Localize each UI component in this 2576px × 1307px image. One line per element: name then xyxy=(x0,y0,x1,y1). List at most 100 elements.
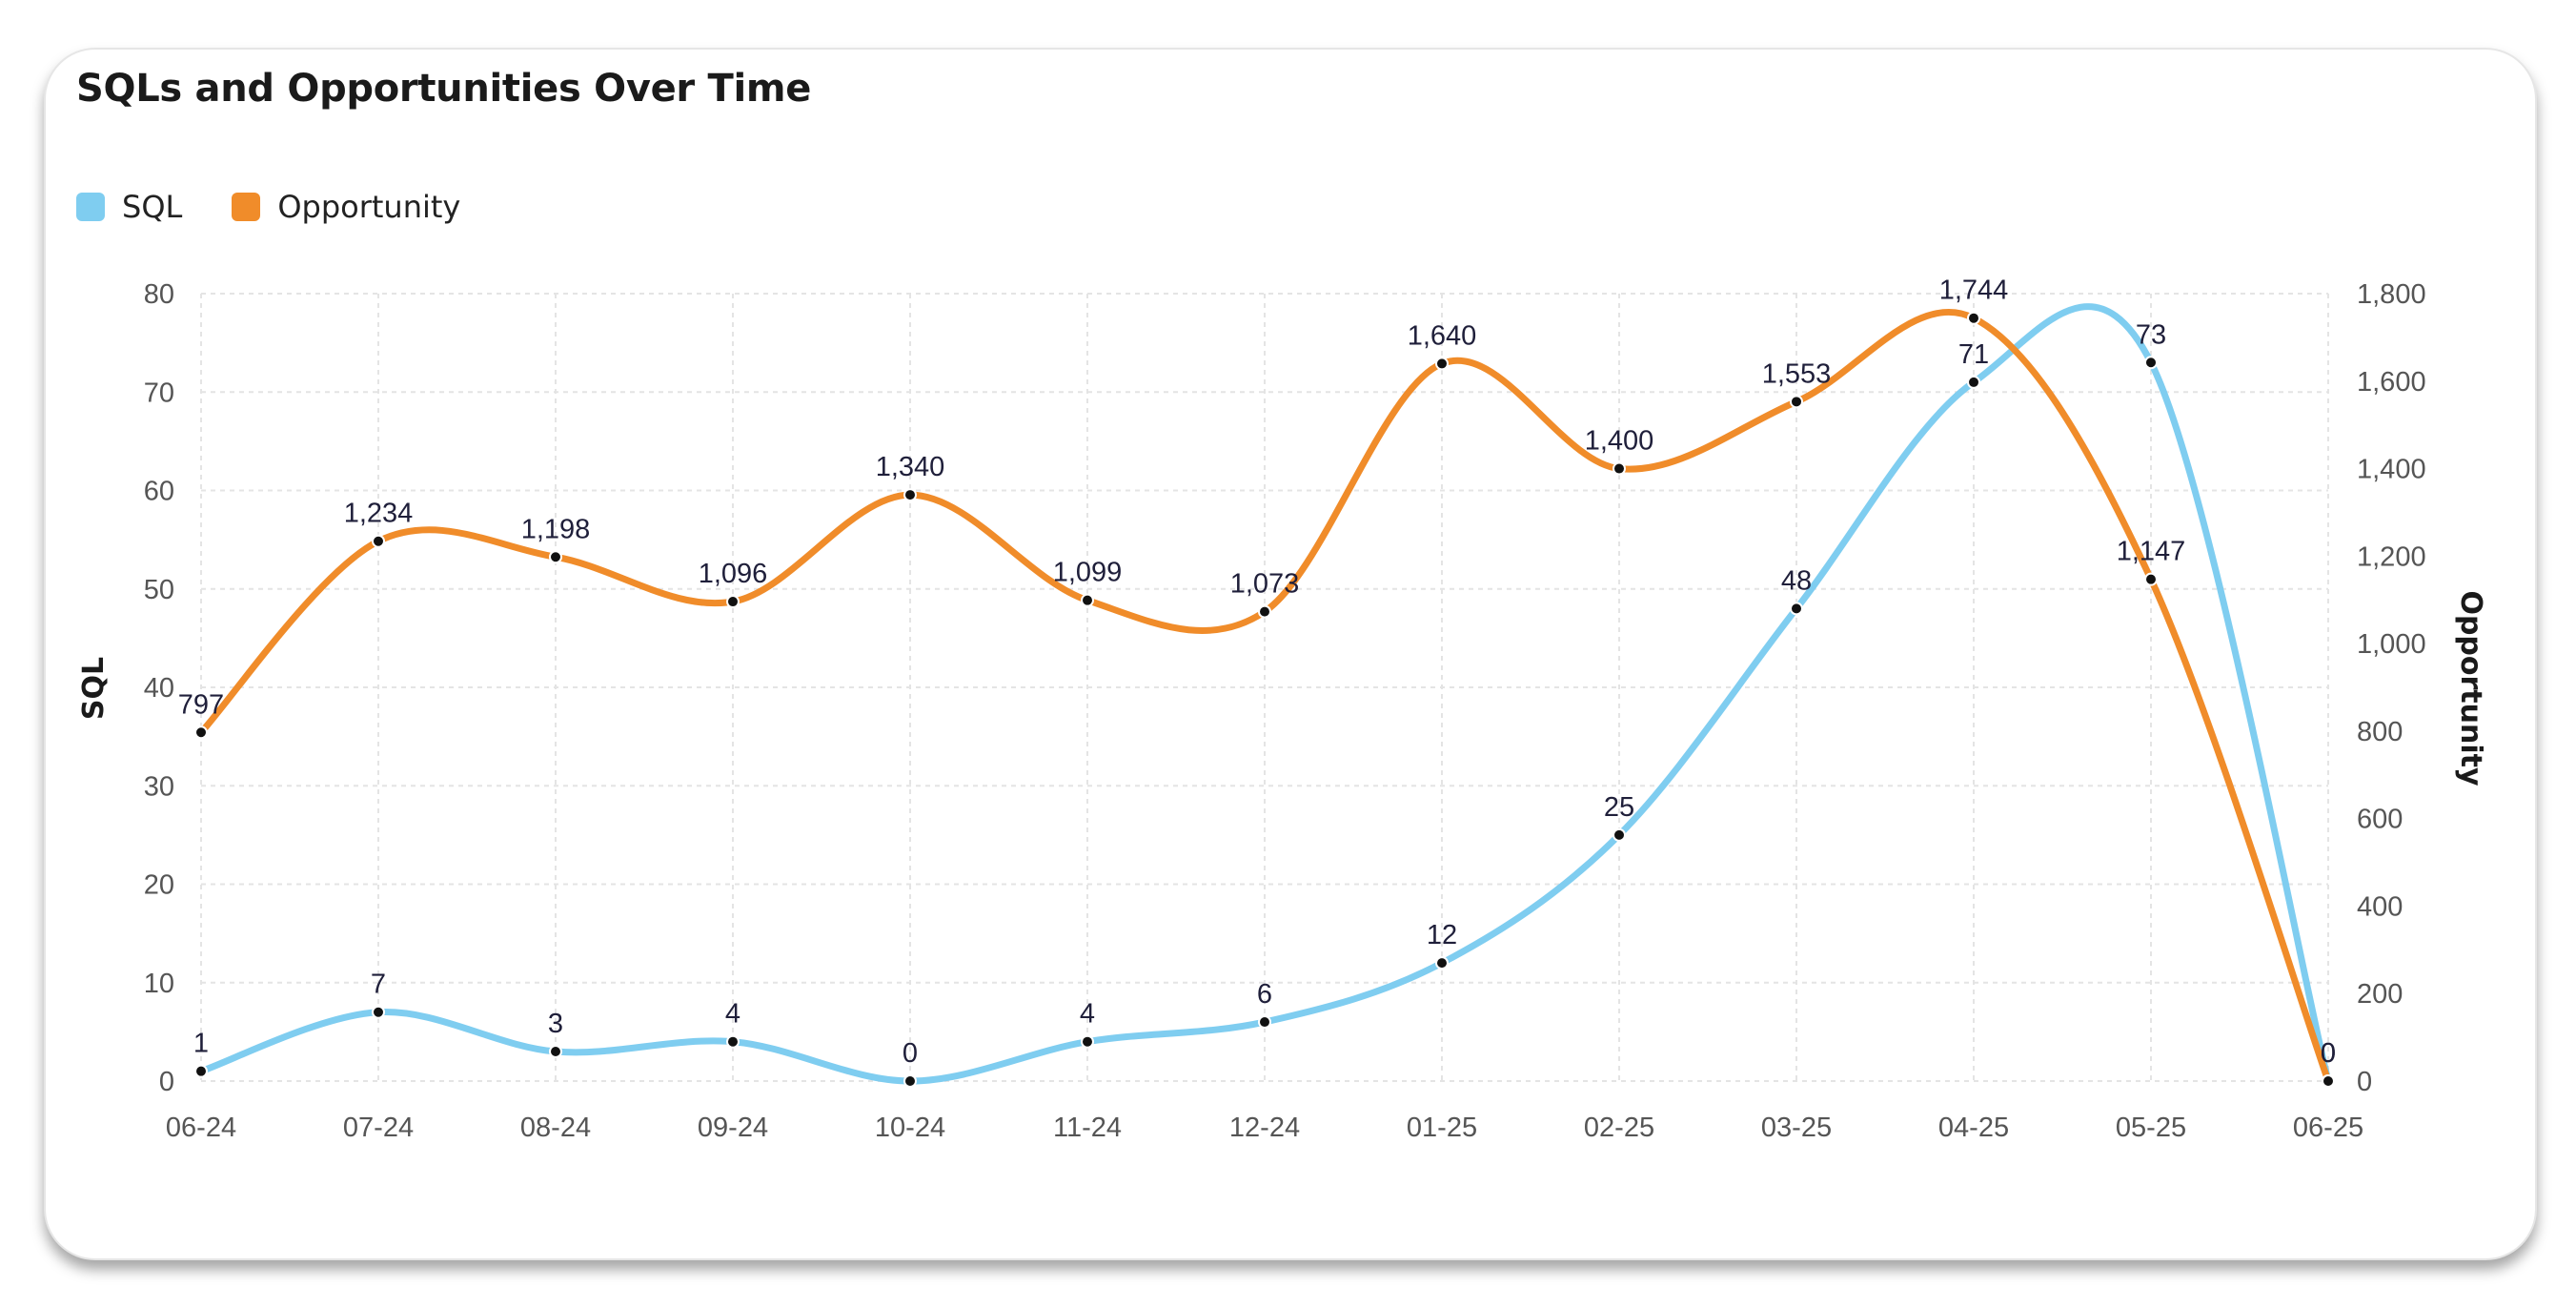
data-point-opportunity xyxy=(903,488,917,502)
data-label-opportunity: 0 xyxy=(2321,1038,2336,1069)
data-label-sql: 4 xyxy=(725,999,740,1030)
data-point-opportunity xyxy=(1613,461,1626,476)
data-label-opportunity: 1,340 xyxy=(876,452,945,482)
data-label-sql: 0 xyxy=(2321,1038,2336,1069)
x-tick-label: 09-24 xyxy=(698,1113,768,1143)
legend-swatch-opportunity xyxy=(232,193,261,221)
y2-tick-label: 1,800 xyxy=(2357,279,2426,310)
data-point-sql xyxy=(194,1064,208,1078)
x-tick-label: 02-25 xyxy=(1584,1113,1654,1143)
series-line-sql xyxy=(197,303,2332,1085)
y2-tick-label: 400 xyxy=(2357,891,2403,922)
data-point-opportunity xyxy=(1967,311,1980,325)
data-label-sql: 0 xyxy=(903,1038,918,1069)
data-label-sql: 3 xyxy=(548,1009,563,1039)
data-label-opportunity: 1,640 xyxy=(1408,320,1477,351)
data-label-opportunity: 1,553 xyxy=(1762,358,1832,389)
y2-tick-label: 1,600 xyxy=(2357,367,2426,398)
data-label-opportunity: 1,147 xyxy=(2117,537,2186,567)
data-point-opportunity xyxy=(372,534,385,548)
y-tick-label: 30 xyxy=(144,771,174,802)
data-point-sql xyxy=(903,1074,917,1088)
data-label-sql: 1 xyxy=(193,1029,209,1059)
x-tick-label: 06-24 xyxy=(166,1113,236,1143)
chart-card xyxy=(44,48,2537,1260)
x-tick-label: 07-24 xyxy=(343,1113,414,1143)
data-label-sql: 71 xyxy=(1958,339,1989,370)
y2-tick-label: 200 xyxy=(2357,979,2403,1010)
y2-tick-label: 1,400 xyxy=(2357,455,2426,485)
grid xyxy=(200,293,2329,1082)
data-point-opportunity xyxy=(1081,593,1094,607)
data-label-sql: 48 xyxy=(1781,565,1812,596)
data-label-opportunity: 1,744 xyxy=(1939,276,2009,306)
y-tick-label: 80 xyxy=(144,279,174,310)
data-point-sql xyxy=(549,1045,562,1059)
legend-label-opportunity: Opportunity xyxy=(277,189,461,225)
data-labels: 173 4046122548717307971,2341,1981,0961,34… xyxy=(178,276,2336,1069)
x-tick-label: 04-25 xyxy=(1938,1113,2009,1143)
legend-item-opportunity[interactable]: Opportunity xyxy=(232,189,460,225)
data-point-sql xyxy=(726,1034,740,1049)
data-label-opportunity: 797 xyxy=(178,689,224,720)
x-tick-label: 12-24 xyxy=(1229,1113,1300,1143)
data-label-sql: 12 xyxy=(1427,920,1457,950)
data-label-sql: 6 xyxy=(1257,979,1272,1010)
y-tick-label: 20 xyxy=(144,870,174,901)
data-point-opportunity xyxy=(2144,572,2158,586)
data-point-opportunity xyxy=(1258,604,1271,619)
data-label-opportunity: 1,099 xyxy=(1053,558,1123,588)
legend-label-sql: SQL xyxy=(122,189,183,225)
legend-swatch-sql xyxy=(76,193,105,221)
y-tick-label: 50 xyxy=(144,575,174,605)
y-tick-label: 40 xyxy=(144,673,174,704)
legend-item-sql[interactable]: SQL xyxy=(76,189,182,225)
y2-tick-label: 1,200 xyxy=(2357,541,2426,572)
data-point-opportunity xyxy=(2322,1074,2335,1088)
data-label-opportunity: 1,400 xyxy=(1585,426,1654,457)
x-tick-label: 01-25 xyxy=(1407,1113,1477,1143)
data-label-sql: 25 xyxy=(1604,792,1634,823)
data-label-opportunity: 1,096 xyxy=(699,559,768,589)
y-axis-title: SQL xyxy=(77,657,111,720)
axis-ticks: 0102030405060708002004006008001,0001,200… xyxy=(144,279,2426,1143)
x-tick-label: 03-25 xyxy=(1761,1113,1832,1143)
data-label-sql: 73 xyxy=(2136,319,2166,350)
data-point-sql xyxy=(1790,602,1803,616)
y2-tick-label: 600 xyxy=(2357,805,2403,835)
series-line-opportunity xyxy=(197,308,2332,1085)
x-tick-label: 11-24 xyxy=(1053,1113,1122,1143)
data-point-sql xyxy=(372,1005,385,1019)
x-tick-label: 06-25 xyxy=(2293,1113,2363,1143)
series-lines xyxy=(197,303,2332,1085)
legend: SQL Opportunity xyxy=(76,189,510,225)
data-point-opportunity xyxy=(726,595,740,609)
data-point-sql xyxy=(1967,375,1980,389)
y-tick-label: 0 xyxy=(159,1067,174,1097)
y-tick-label: 10 xyxy=(144,969,174,999)
x-tick-label: 10-24 xyxy=(875,1113,945,1143)
x-tick-label: 08-24 xyxy=(520,1113,591,1143)
data-point-sql xyxy=(1081,1034,1094,1049)
y2-tick-label: 1,000 xyxy=(2357,629,2426,660)
data-point-sql xyxy=(2144,356,2158,370)
data-point-sql xyxy=(1613,827,1626,842)
data-label-sql: 4 xyxy=(1080,999,1095,1030)
y2-axis-title: Opportunity xyxy=(2454,590,2487,786)
x-tick-label: 05-25 xyxy=(2116,1113,2186,1143)
data-point-opportunity xyxy=(1435,357,1449,371)
data-point-sql xyxy=(1435,956,1449,970)
data-label-opportunity: 1,073 xyxy=(1230,569,1300,600)
data-points xyxy=(194,311,2335,1088)
data-point-opportunity xyxy=(549,550,562,564)
data-point-opportunity xyxy=(1790,395,1803,409)
chart-title: SQLs and Opportunities Over Time xyxy=(76,67,812,111)
data-label-sql: 7 xyxy=(371,970,386,1000)
y2-tick-label: 0 xyxy=(2357,1067,2372,1097)
data-point-opportunity xyxy=(194,725,208,740)
y-tick-label: 70 xyxy=(144,378,174,408)
data-point-sql xyxy=(1258,1015,1271,1030)
data-label-opportunity: 1,234 xyxy=(344,499,414,529)
y2-tick-label: 800 xyxy=(2357,717,2403,747)
